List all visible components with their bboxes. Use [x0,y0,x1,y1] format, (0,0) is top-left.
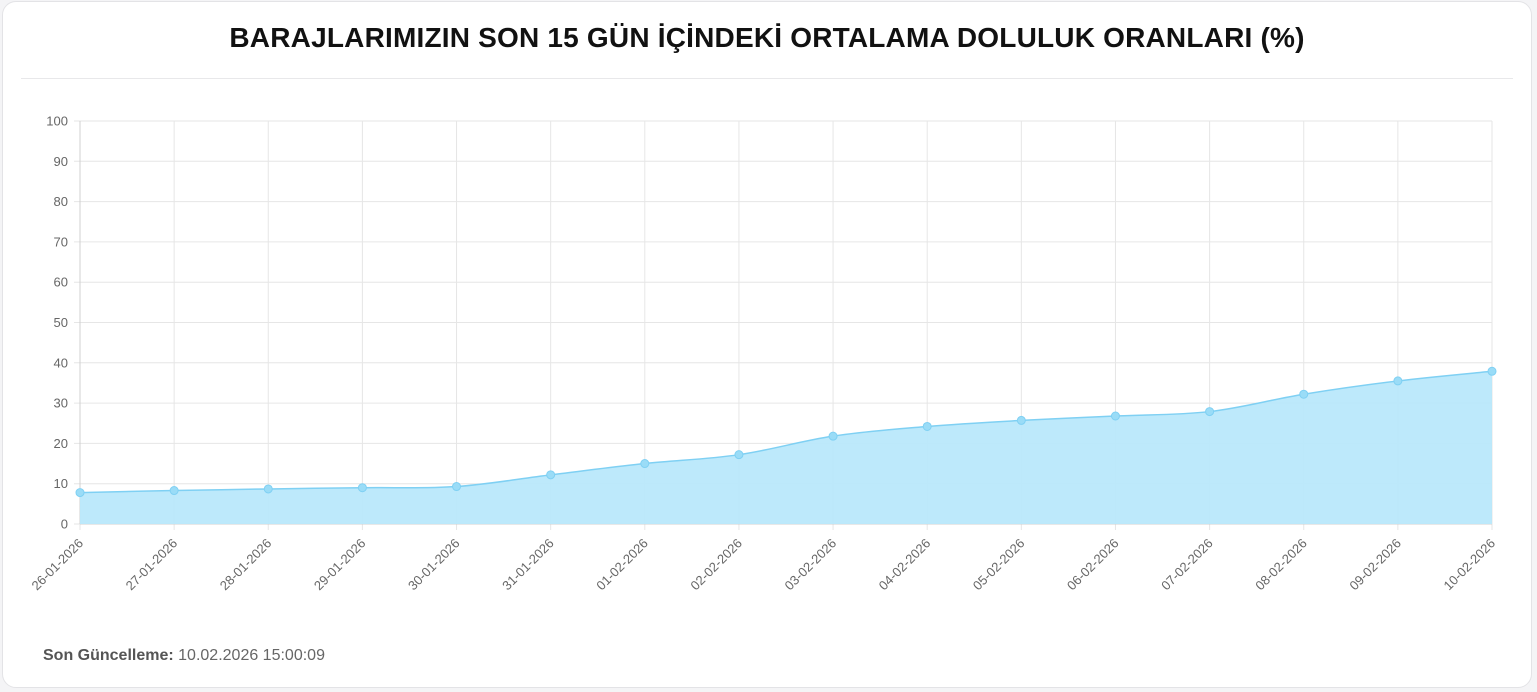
data-point [75,488,85,498]
y-tick-label: 40 [54,355,68,370]
series-area [80,371,1492,524]
last-updated-label: Son Güncelleme: [43,647,174,664]
y-tick-label: 30 [54,396,68,411]
x-tick-label: 03-02-2026 [782,536,840,594]
y-tick-label: 0 [61,517,68,532]
data-point [734,450,744,460]
x-tick-label: 05-02-2026 [970,536,1028,594]
data-point [1110,411,1120,421]
data-point [922,421,932,431]
data-point [1016,415,1026,425]
data-point [263,484,273,494]
y-tick-label: 20 [54,436,68,451]
y-tick-label: 70 [54,234,68,249]
x-tick-label: 29-01-2026 [311,536,369,594]
data-point [828,431,838,441]
last-updated-value: 10.02.2026 15:00:09 [178,647,325,664]
y-tick-label: 10 [54,476,68,491]
data-point [452,482,462,492]
x-tick-label: 01-02-2026 [593,536,651,594]
y-tick-label: 100 [46,114,68,129]
data-point [546,470,556,480]
y-tick-label: 90 [54,154,68,169]
x-tick-label: 27-01-2026 [123,536,181,594]
area-chart: 0 10 20 30 40 50 60 70 80 90 100 26-01-2026 27-01-20… [28,114,1498,594]
title-divider [21,78,1513,79]
x-tick-label: 06-02-2026 [1064,536,1122,594]
y-tick-label: 50 [54,315,68,330]
data-point [1205,407,1215,417]
x-tick-label: 28-01-2026 [217,536,275,594]
x-tick-label: 08-02-2026 [1252,536,1310,594]
data-point [1299,389,1309,399]
x-tick-label: 07-02-2026 [1158,536,1216,594]
x-tick-label: 09-02-2026 [1346,536,1404,594]
last-updated: Son Güncelleme: 10.02.2026 15:00:09 [43,647,325,665]
series-line [79,370,1493,494]
y-tick-label: 60 [54,275,68,290]
data-point [640,459,650,469]
x-tick-label: 02-02-2026 [687,536,745,594]
x-tick-label: 31-01-2026 [499,536,557,594]
x-tick-label: 10-02-2026 [1440,536,1498,594]
chart-title: BARAJLARIMIZIN SON 15 GÜN İÇİNDEKİ ORTAL… [229,22,1305,53]
data-point [1393,376,1403,386]
y-tick-label: 80 [54,194,68,209]
x-tick-label: 04-02-2026 [876,536,934,594]
data-point [357,483,367,493]
x-tick-label: 26-01-2026 [28,536,86,594]
data-point [1487,366,1497,376]
x-tick-label: 30-01-2026 [405,536,463,594]
data-point [169,486,179,496]
